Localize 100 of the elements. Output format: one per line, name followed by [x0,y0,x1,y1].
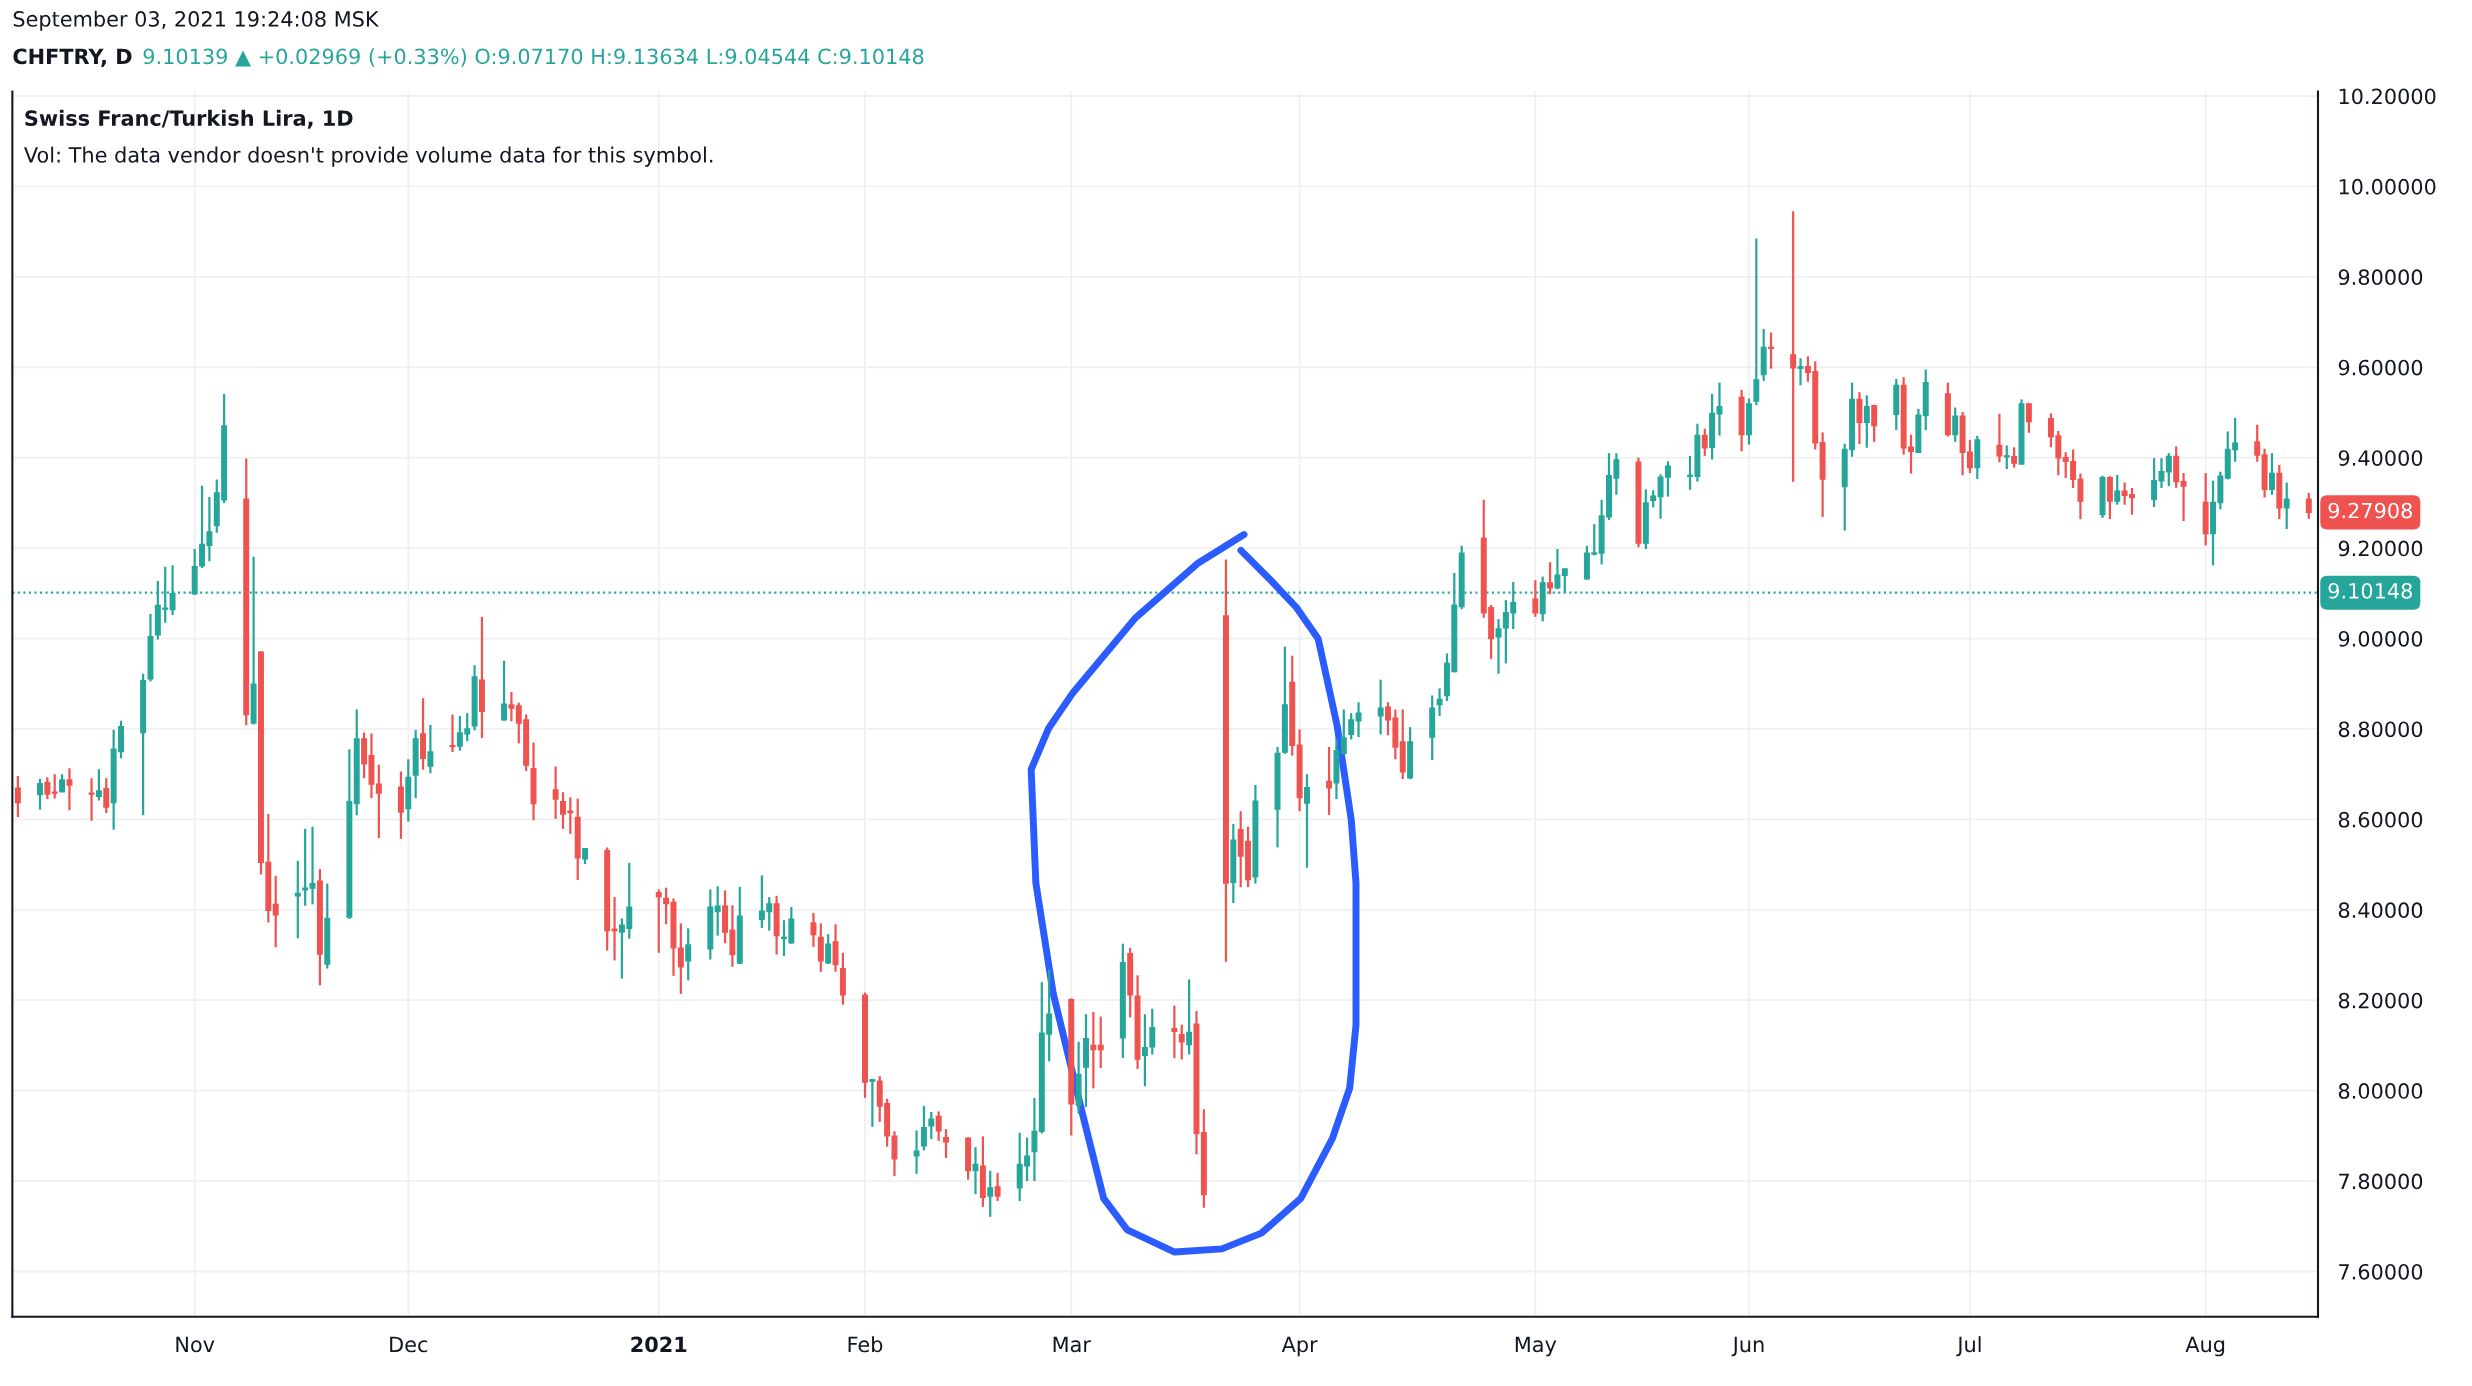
x-tick-label: Mar [1053,1336,1091,1353]
y-tick-label: 9.40000 [2338,450,2423,466]
ref-line-label: 9.10148 [2328,582,2412,599]
candlestick [44,776,51,801]
candlestick [825,933,832,966]
candlestick [1790,210,1797,483]
text: 9.10139 ▲ +0.02969 (+0.33%) O:9.07170 H:9.13634 L:9.04544 C:9.10148 [143,48,924,67]
x-tick-label: Aug [2185,1336,2225,1357]
candlestick [1171,1004,1178,1060]
candlestick [427,723,434,775]
y-tick-label: 9.60000 [2338,359,2423,376]
candlestick [987,1169,994,1218]
candlestick [1952,406,1959,443]
candlestick [685,927,692,982]
candlestick [1863,394,1870,449]
candlestick [1348,712,1355,741]
candlestick [2114,473,2121,506]
candlestick [2254,423,2261,463]
candlestick [66,767,73,812]
candlestick [2106,475,2113,521]
candlestick [869,1078,876,1128]
candlestick [95,768,102,802]
candlestick [943,1127,950,1160]
candlestick [920,1104,927,1152]
candlestick [935,1110,942,1142]
candlestick [501,659,508,722]
candlestick [1753,237,1760,407]
candlestick [928,1110,935,1141]
y-tick-label: 9.20000 [2338,540,2423,557]
candlestick [1377,678,1384,736]
x-tick-label: May [1515,1336,1557,1357]
candlestick [2180,471,2187,523]
y-tick-label: 7.80000 [2339,1173,2423,1190]
y-tick-label: 7.60000 [2339,1263,2423,1280]
text: Swiss Franc/Turkish Lira, 1D [25,109,353,129]
candlestick [294,859,301,940]
candlestick [1097,1015,1104,1070]
candlestick [2268,452,2275,496]
candlestick [1436,687,1443,717]
annotation: 9.27908 [2328,502,2412,519]
candlestick [1149,1007,1156,1056]
candlestick [810,911,817,948]
candlestick [913,1129,920,1175]
text: Vol: The data vendor doesn't provide volume data for this symbol. [24,146,713,167]
candlestick [1996,412,2003,464]
x-tick-label: Feb [848,1336,883,1353]
y-tick-label: 9.80000 [2338,269,2423,286]
candlestick [1701,427,1708,457]
candlestick [817,922,824,973]
candlestick [714,885,721,937]
candlestick [2305,491,2312,520]
candlestick [1532,579,1539,618]
candlestick [1797,357,1804,387]
candlestick [1141,1013,1148,1088]
x-tick-label: Jul [1956,1336,1981,1357]
candlestick [375,763,382,840]
candlestick [677,922,684,995]
candlestick [1355,701,1362,739]
x-tick-label: Jun [1731,1336,1764,1357]
candlestick [14,774,21,819]
candlestick [51,773,58,800]
candlestick [272,874,279,949]
y-tick-label: 8.60000 [2338,811,2423,828]
candlestick [1554,547,1561,591]
text: CHFTRY, D [13,48,132,67]
candlestick [2003,444,2010,471]
candlestick [1090,1010,1097,1090]
x-tick-label: 2021 [631,1336,687,1353]
candlestick [88,777,95,822]
candlestick [1031,1096,1038,1183]
candlestick [302,827,309,907]
candlestick [2011,446,2018,469]
candlestick [1871,403,1878,443]
y-tick-label: 8.20000 [2338,992,2423,1009]
x-tick-label: Dec [390,1336,428,1353]
y-tick-label: 9.00000 [2338,630,2423,647]
candlestick [1768,331,1775,370]
y-tick-label: 10.20000 [2339,88,2436,105]
candlestick [2283,481,2290,531]
candlestick [994,1171,1001,1203]
candlestick [508,690,515,723]
candlestick [655,888,662,954]
candlestick [1178,1023,1185,1061]
candlestick [832,923,839,973]
candlestick [2165,452,2172,488]
candlestick [1326,745,1333,816]
candlestick [1303,773,1310,869]
candlestick [1716,381,1723,437]
candlestick [103,777,110,815]
y-tick-label: 8.40000 [2338,902,2423,919]
candlestick [663,886,670,926]
candlestick [1547,561,1554,596]
candlestick [37,777,43,811]
candlestick [309,825,316,906]
candlestick [1856,391,1863,446]
candlestick [552,765,559,821]
x-tick-label: Nov [176,1336,215,1353]
candlestick [1340,708,1347,756]
candlestick [2025,402,2032,434]
y-tick-label: 8.00000 [2338,1083,2423,1099]
